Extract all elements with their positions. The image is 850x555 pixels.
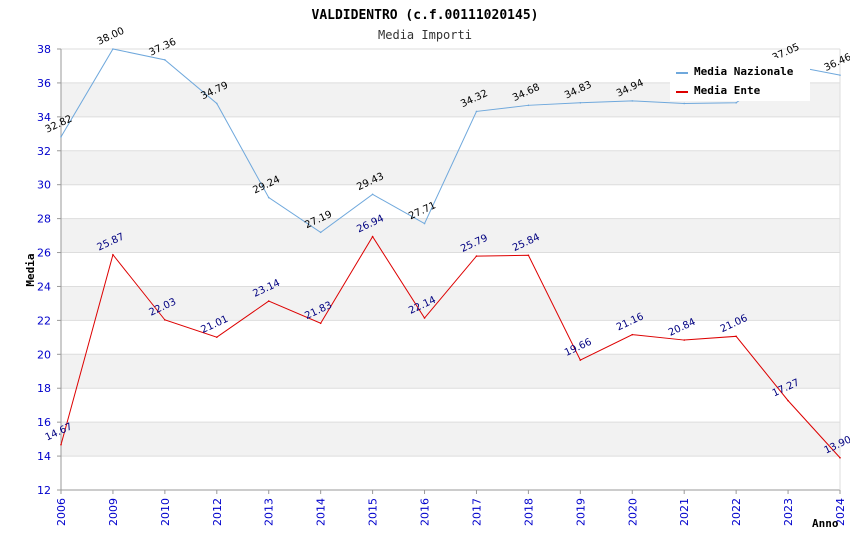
data-point — [60, 136, 62, 138]
y-tick-label: 18 — [37, 382, 51, 395]
grid-band — [61, 218, 840, 253]
grid-bands — [61, 82, 840, 457]
data-point — [839, 74, 841, 76]
x-tick-label: 2024 — [834, 498, 847, 526]
x-tick-label: 2012 — [211, 498, 224, 526]
chart-title: VALDIDENTRO (c.f.00111020145) — [312, 8, 539, 23]
x-tick-label: 2013 — [263, 498, 276, 526]
x-axis-label: Anno — [812, 517, 839, 530]
x-tick-label: 2019 — [574, 498, 587, 526]
data-point — [527, 104, 530, 107]
x-tick-label: 2022 — [730, 498, 743, 526]
data-point — [683, 102, 685, 105]
legend-label-media-ente: Media Ente — [694, 84, 761, 97]
y-tick-label: 16 — [37, 416, 51, 429]
data-label: 36.46 — [823, 52, 850, 74]
data-point — [371, 193, 374, 196]
y-tick-label: 24 — [37, 280, 51, 293]
data-point — [112, 253, 114, 256]
grid-band — [61, 422, 840, 457]
x-tick-label: 2009 — [107, 498, 120, 526]
data-point — [319, 231, 322, 234]
series-line-media-nazionale — [60, 48, 841, 233]
series-line-media-ente — [60, 235, 841, 459]
data-label: 38.00 — [96, 26, 127, 48]
y-tick-label: 22 — [37, 314, 51, 327]
legend-label-media-nazionale: Media Nazionale — [694, 65, 794, 78]
data-point — [319, 322, 322, 325]
data-point — [735, 335, 737, 338]
x-tick-label: 2006 — [55, 498, 68, 526]
data-point — [423, 222, 426, 225]
data-point — [579, 101, 582, 104]
x-tick-label: 2015 — [367, 498, 380, 526]
data-point — [216, 336, 218, 338]
data-point — [112, 48, 114, 50]
x-tick-label: 2018 — [522, 498, 535, 526]
legend-box — [670, 58, 810, 101]
y-axis-label: Media — [24, 253, 37, 286]
y-tick-label: 34 — [37, 111, 51, 124]
x-tick-label: 2017 — [470, 498, 483, 526]
data-point — [787, 399, 789, 402]
y-tick-label: 28 — [37, 213, 51, 226]
data-point — [579, 359, 582, 361]
y-tick-label: 38 — [37, 43, 51, 56]
x-tick-label: 2021 — [678, 498, 691, 526]
data-point — [164, 319, 166, 321]
x-tick-label: 2020 — [626, 498, 639, 526]
y-tick-label: 32 — [37, 145, 51, 158]
y-tick-labels: 12 14 16 18 20 22 24 26 28 30 32 34 36 38 — [37, 43, 51, 497]
series-lines — [60, 48, 841, 459]
x-tick-label: 2014 — [315, 498, 328, 526]
data-point — [735, 101, 737, 104]
data-point — [164, 59, 166, 61]
y-tick-label: 14 — [37, 450, 51, 463]
y-tick-label: 20 — [37, 348, 51, 361]
data-point — [60, 443, 62, 446]
data-point — [267, 196, 270, 199]
y-tick-label: 30 — [37, 179, 51, 192]
y-tick-label: 26 — [37, 247, 51, 260]
data-point — [631, 333, 634, 336]
x-tick-labels: 2006 2009 2010 2012 2013 2014 2015 2016 2017 2018… — [55, 490, 847, 526]
data-point — [267, 300, 270, 302]
grid-band — [61, 286, 840, 321]
x-tick-label: 2010 — [159, 498, 172, 526]
data-point — [371, 235, 374, 238]
x-tick-label: 2023 — [782, 498, 795, 526]
y-tick-label: 12 — [37, 484, 51, 497]
grid-band — [61, 354, 840, 389]
data-point — [683, 339, 685, 341]
data-point — [839, 456, 841, 459]
data-point — [475, 255, 478, 257]
grid-lines — [57, 48, 840, 491]
chart-subtitle: Media Importi — [378, 28, 472, 42]
data-label: 37.36 — [147, 37, 178, 59]
axes — [60, 49, 841, 491]
data-point — [423, 317, 426, 319]
y-tick-label: 36 — [37, 77, 51, 90]
legend: Media Nazionale Media Ente — [670, 58, 810, 101]
data-point — [631, 100, 634, 102]
data-point — [475, 110, 478, 113]
data-point — [216, 102, 218, 105]
data-point — [527, 254, 530, 257]
x-tick-label: 2016 — [419, 498, 432, 526]
